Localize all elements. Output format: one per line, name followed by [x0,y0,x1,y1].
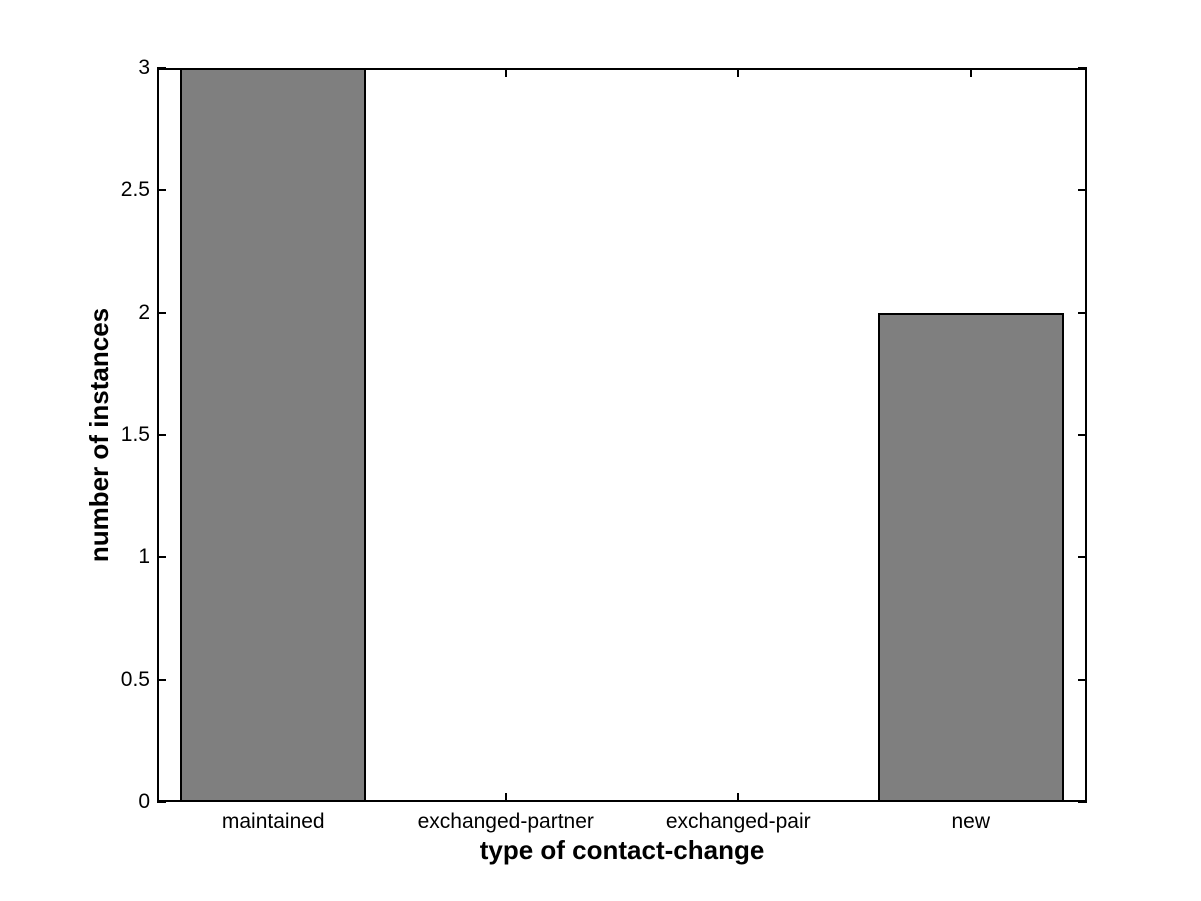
y-tick-mark [1078,678,1087,681]
x-axis-label: type of contact-change [479,835,765,865]
x-tick-label-new: new [951,810,991,833]
x-tick-label-maintained: maintained [221,810,325,833]
y-tick-mark [157,801,166,803]
y-tick-mark [1078,801,1087,803]
y-tick-mark [157,189,166,192]
y-tick-mark [1078,434,1087,436]
x-tick-mark [737,793,740,802]
y-tick-mark [1078,311,1087,314]
y-tick-label: 0 [138,790,150,813]
y-tick-mark [1078,67,1087,69]
y-tick-label: 2 [138,300,150,324]
y-tick-mark [1078,556,1087,559]
y-tick-mark [157,434,166,436]
y-tick-mark [157,678,166,681]
bar-maintained [180,68,367,802]
y-tick-label: 1.5 [120,423,150,446]
y-tick-mark [157,311,166,314]
x-tick-mark [504,68,507,77]
x-tick-mark [737,68,740,77]
y-tick-label: 0.5 [120,667,150,691]
y-tick-label: 3 [138,56,150,79]
x-tick-label-exchanged-pair: exchanged-pair [665,810,811,833]
y-tick-mark [1078,189,1087,192]
axis-bottom-edge [157,800,1087,802]
y-tick-mark [157,67,166,69]
y-tick-mark [157,556,166,559]
x-tick-mark [504,793,507,802]
bar-new [877,312,1064,802]
x-tick-label-exchanged-partner: exchanged-partner [417,810,594,833]
axis-top-edge [157,68,1087,70]
plot-area [157,67,1087,803]
y-tick-label: 2.5 [120,178,150,202]
y-tick-label: 1 [138,545,150,569]
x-tick-mark [969,68,972,77]
